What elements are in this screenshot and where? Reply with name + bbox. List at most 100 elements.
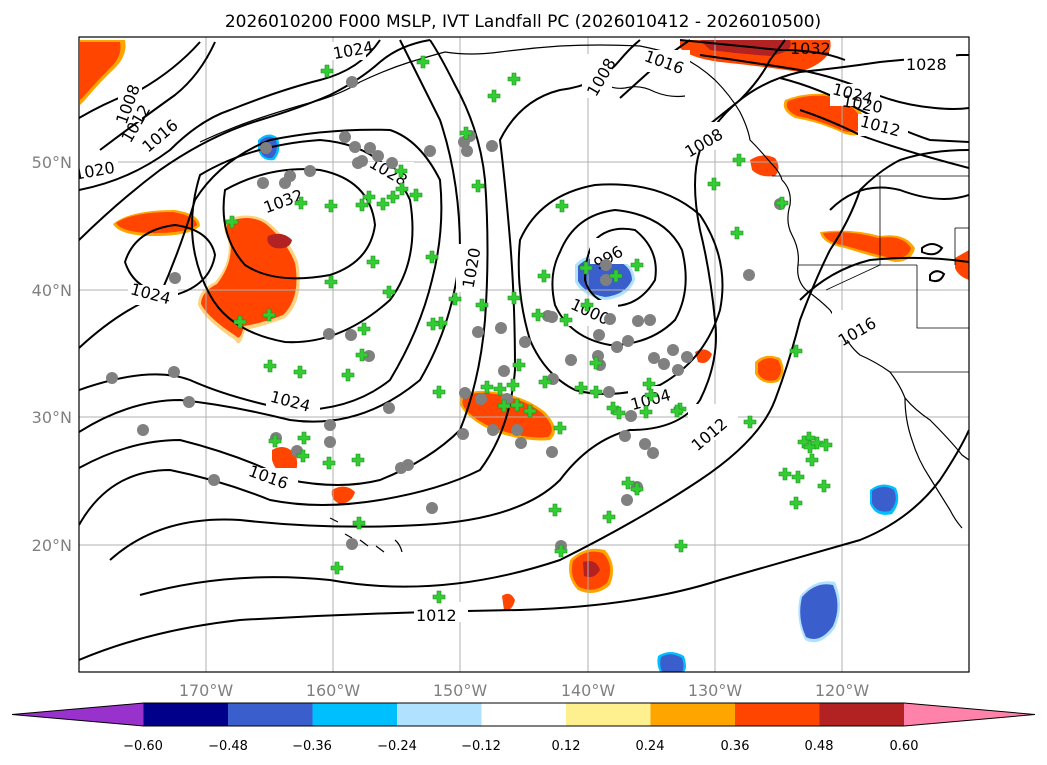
station-cross: [630, 482, 644, 496]
station-cross: [791, 470, 805, 484]
station-dot: [644, 314, 656, 326]
station-cross: [506, 378, 520, 392]
station-dot: [346, 76, 358, 88]
station-dot: [324, 436, 336, 448]
station-cross: [324, 199, 338, 213]
station-dot: [383, 402, 395, 414]
station-dot: [106, 372, 118, 384]
station-cross: [789, 344, 803, 358]
station-dot: [279, 177, 291, 189]
station-cross: [537, 269, 551, 283]
station-dot: [611, 341, 623, 353]
colorbar-tick-label: −0.24: [377, 739, 417, 754]
station-cross: [554, 544, 568, 558]
station-dot: [632, 315, 644, 327]
longitude-labels: 170°W 160°W 150°W 140°W 130°W 120°W: [179, 681, 870, 700]
station-cross: [707, 177, 721, 191]
station-cross: [789, 496, 803, 510]
station-dot: [625, 410, 637, 422]
station-cross: [732, 153, 746, 167]
station-dot: [386, 157, 398, 169]
station-dot: [339, 131, 351, 143]
station-cross: [324, 275, 338, 289]
station-cross: [386, 190, 400, 204]
station-cross: [805, 453, 819, 467]
station-cross: [512, 358, 526, 372]
colorbar-tick-label: −0.48: [208, 739, 248, 754]
colorbar-outline: [11, 702, 1036, 727]
station-dot: [639, 438, 651, 450]
station-dot: [304, 165, 316, 177]
colorbar-segment: [819, 703, 905, 726]
station-dot: [352, 157, 364, 169]
station-cross: [670, 404, 684, 418]
station-cross: [507, 72, 521, 86]
station-dot: [364, 142, 376, 154]
station-cross: [352, 516, 366, 530]
station-cross: [510, 398, 524, 412]
station-cross: [674, 539, 688, 553]
isobar-label: 1032: [790, 39, 831, 58]
lon-label: 160°W: [306, 681, 361, 700]
colorbar-tick-label: 0.36: [721, 739, 750, 754]
station-dot: [667, 344, 679, 356]
station-cross: [589, 356, 603, 370]
station-markers: [106, 55, 833, 604]
station-dot: [260, 142, 272, 154]
station-dot: [323, 328, 335, 340]
station-cross: [589, 385, 603, 399]
station-cross: [263, 359, 277, 373]
station-dot: [486, 140, 498, 152]
figure-title: 2026010200 F000 MSLP, IVT Landfall PC (2…: [225, 12, 821, 32]
colorbar-segment: [143, 703, 229, 726]
station-dot: [208, 474, 220, 486]
station-cross: [523, 404, 537, 418]
station-dot: [619, 430, 631, 442]
station-dot: [183, 396, 195, 408]
station-cross: [639, 405, 653, 419]
colorbar-tick-label: −0.60: [123, 739, 163, 754]
station-dot: [648, 352, 660, 364]
station-cross: [416, 55, 430, 69]
station-dot: [622, 335, 634, 347]
station-cross: [376, 197, 390, 211]
station-cross: [330, 561, 344, 575]
station-cross: [778, 467, 792, 481]
station-dot: [600, 259, 612, 271]
station-cross: [293, 365, 307, 379]
colorbar-segment: [397, 703, 482, 726]
station-dot: [349, 141, 361, 153]
station-cross: [382, 285, 396, 299]
station-cross: [297, 431, 311, 445]
colorbar-segment: [228, 703, 313, 726]
lon-label: 140°W: [561, 681, 616, 700]
station-cross: [559, 313, 573, 327]
lat-label: 30°N: [32, 408, 72, 427]
station-dot: [426, 502, 438, 514]
station-cross: [487, 89, 501, 103]
lon-label: 120°W: [815, 681, 870, 700]
station-dot: [519, 336, 531, 348]
station-cross: [432, 385, 446, 399]
colorbar-tick-labels: −0.60 −0.48 −0.36 −0.24 −0.12 0.12 0.24 …: [123, 739, 918, 754]
station-cross: [602, 510, 616, 524]
station-cross: [644, 388, 658, 402]
station-dot: [621, 494, 633, 506]
station-cross: [320, 64, 334, 78]
station-cross: [493, 382, 507, 396]
station-dot: [457, 428, 469, 440]
colorbar-tick-label: 0.48: [805, 739, 834, 754]
station-cross: [471, 179, 485, 193]
station-dot: [346, 538, 358, 550]
colorbar-segment: [312, 703, 398, 726]
station-dot: [647, 447, 659, 459]
station-cross: [497, 399, 511, 413]
station-cross: [322, 456, 336, 470]
colorbar-segment: [481, 703, 567, 726]
station-cross: [362, 190, 376, 204]
colorbar-tick-label: 0.12: [552, 739, 581, 754]
isobar-label: 1028: [906, 55, 947, 74]
station-cross: [262, 308, 276, 322]
station-dot: [168, 366, 180, 378]
